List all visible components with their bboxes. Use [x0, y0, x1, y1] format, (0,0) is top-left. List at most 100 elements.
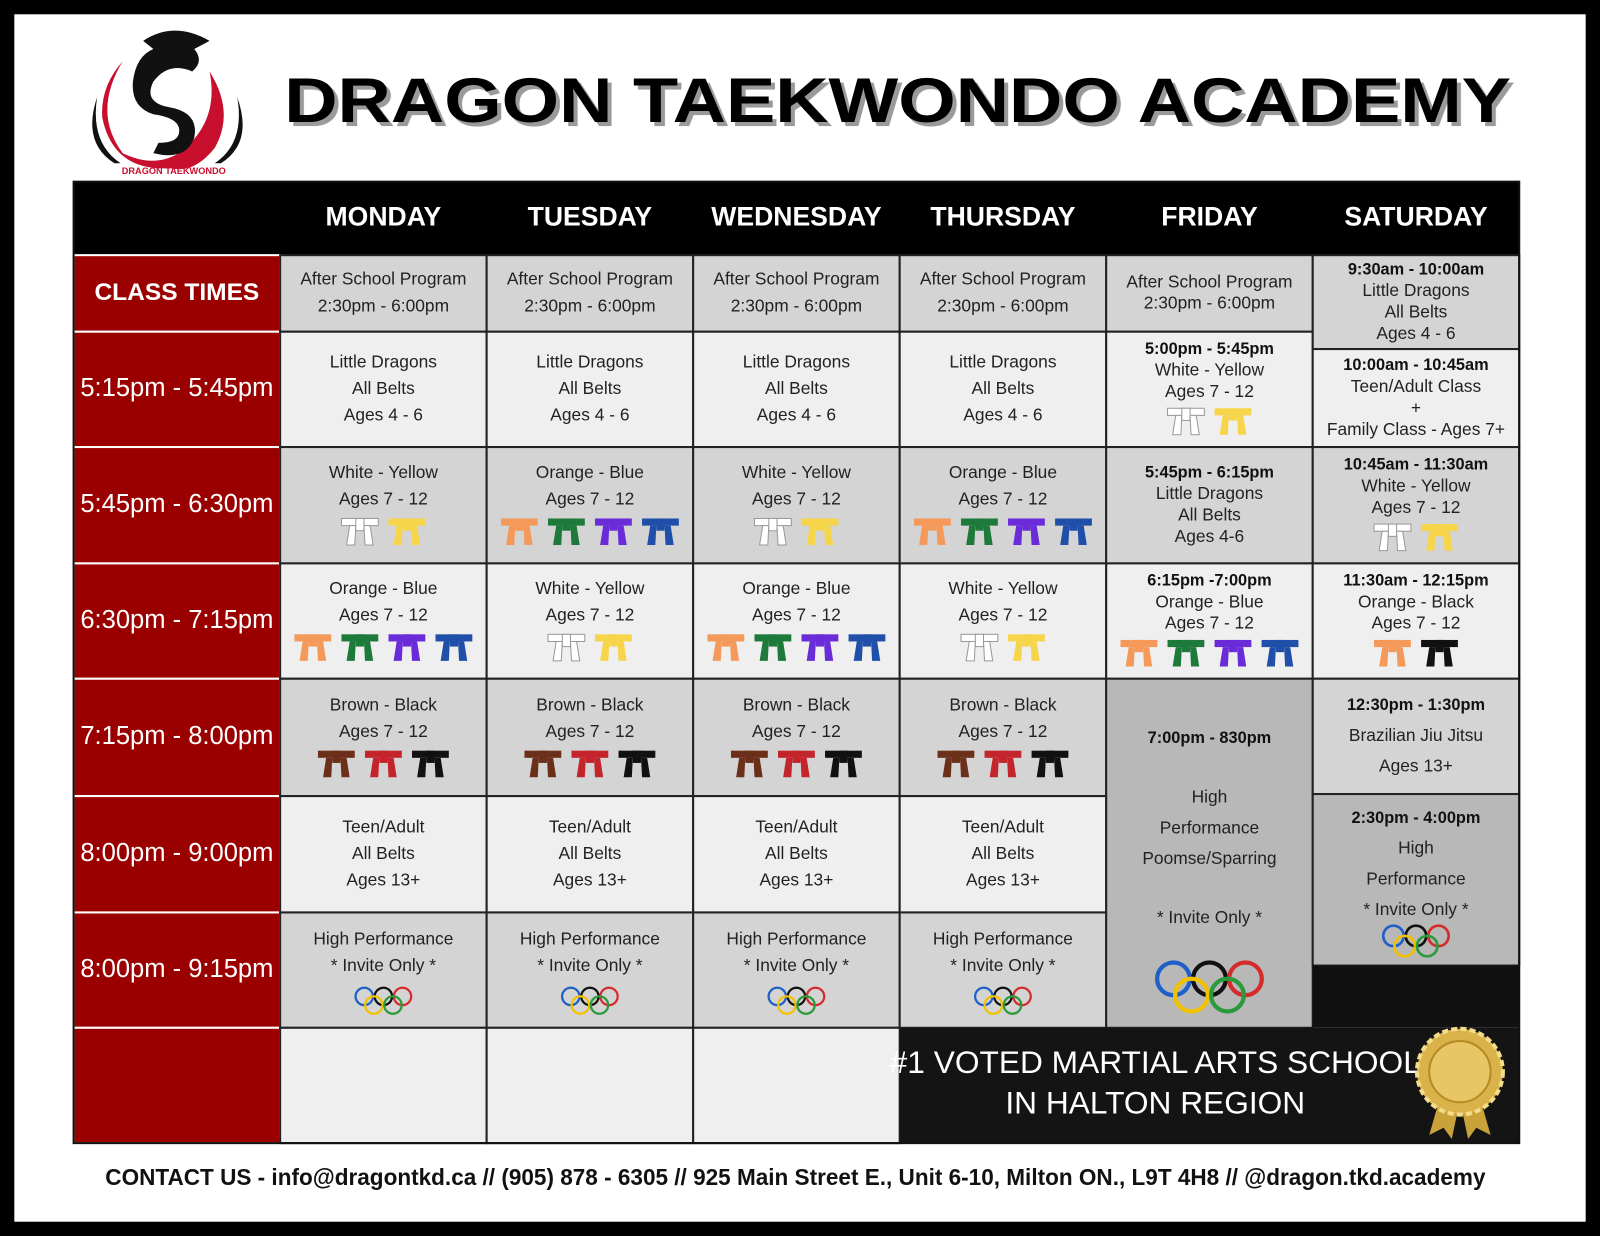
class-line: * Invite Only * [744, 955, 849, 975]
class-line: After School Program [300, 269, 466, 289]
belt-tail [1077, 525, 1087, 546]
day-label: MONDAY [326, 201, 442, 231]
class-line: Little Dragons [949, 351, 1057, 371]
belt [571, 750, 609, 778]
belt-tail [1125, 647, 1135, 667]
olympic-rings [974, 986, 1032, 1015]
time-cell [72, 1026, 282, 1145]
belt-tail [552, 640, 563, 662]
belt-tail [664, 525, 674, 546]
belt-tail [1266, 647, 1276, 667]
schedule-cell [279, 254, 488, 333]
class-line: Ages 7 - 12 [959, 489, 1048, 509]
class-line: 2:30pm - 6:00pm [318, 295, 449, 315]
class-line: All Belts [765, 843, 828, 863]
class-line: Teen/Adult [962, 816, 1044, 836]
class-line: Ages 7 - 12 [1372, 497, 1461, 517]
belt [1214, 639, 1252, 667]
class-line: After School Program [920, 269, 1086, 289]
class-line: Ages 4 - 6 [963, 405, 1042, 425]
belt [595, 634, 632, 661]
belt-knot [839, 750, 848, 763]
class-line: Ages 4 - 6 [344, 405, 423, 425]
schedule-cell [1311, 446, 1521, 565]
belt-tail [1426, 531, 1436, 551]
time-label: 8:00pm - 9:15pm [80, 955, 273, 983]
ring [1002, 995, 1023, 1015]
belt [435, 634, 473, 661]
belt [707, 634, 745, 661]
class-line: Brown - Black [330, 694, 437, 714]
schedule-cell [485, 254, 695, 333]
belt-tail [783, 757, 793, 778]
belt-tail [1036, 757, 1046, 778]
class-line: Little Dragons [1362, 280, 1470, 300]
logo-wing [92, 96, 243, 164]
belt-tail [712, 641, 722, 661]
logo-dragon [132, 30, 210, 156]
schedule-cell [692, 446, 901, 565]
time-cell [72, 562, 282, 680]
class-line: Little Dragons [330, 351, 438, 371]
ring [589, 995, 610, 1015]
class-line: Ages 13+ [966, 869, 1040, 889]
class-time: 9:30am - 10:00am [1348, 260, 1484, 278]
class-line: White - Yellow [535, 578, 645, 598]
title: DRAGON TAEKWONDO ACADEMY [284, 66, 1511, 136]
olympic-rings [767, 986, 826, 1015]
belt-knot [1181, 407, 1191, 422]
day-label: WEDNESDAY [711, 201, 882, 231]
belt-knot [951, 750, 960, 763]
belt [801, 634, 839, 661]
schedule-cell [485, 562, 695, 680]
belt-knot [1022, 634, 1031, 647]
belt-tail [623, 757, 633, 778]
class-line: Orange - Blue [742, 578, 850, 598]
class-line: Little Dragons [1156, 483, 1264, 503]
empty-cell [692, 1026, 901, 1145]
belt-knot [1069, 518, 1078, 531]
class-line: Ages 7 - 12 [752, 605, 841, 625]
class-line: Teen/Adult Class [1351, 376, 1482, 396]
ring [1208, 976, 1246, 1014]
belt-tail [641, 757, 651, 778]
belt-knot [562, 518, 571, 531]
belt-knot [332, 750, 341, 763]
belt [753, 517, 792, 546]
schedule-cell [1105, 330, 1314, 449]
belt-knot [975, 518, 984, 531]
table-border [72, 180, 1521, 1145]
belt-tail [647, 525, 657, 546]
belt-tail [736, 757, 746, 778]
class-time: 6:15pm -7:00pm [1147, 572, 1271, 590]
belt-knot [609, 518, 618, 531]
belt-tail [434, 757, 444, 778]
belt-tail [853, 641, 863, 661]
class-line: Ages 7 - 12 [752, 489, 841, 509]
belt-knot [1228, 639, 1238, 653]
belt [618, 750, 656, 778]
belt [937, 750, 975, 778]
belt [848, 634, 886, 661]
class-line: Ages 7 - 12 [1165, 613, 1254, 633]
belt-knot [768, 517, 778, 532]
class-line: All Belts [1385, 301, 1448, 321]
belt [1008, 634, 1045, 661]
class-line: Ages 7 - 12 [339, 605, 428, 625]
schedule-cell [1311, 348, 1521, 449]
belt-knot [862, 634, 872, 647]
belt-knot [928, 518, 937, 531]
belt-tail [1443, 531, 1453, 551]
belt-tail [759, 641, 769, 661]
class-line: Orange - Blue [1155, 591, 1263, 611]
belt-tail [847, 757, 857, 778]
belt-tail [410, 525, 421, 546]
belt [1421, 639, 1458, 667]
class-line: * Invite Only * [1157, 907, 1262, 927]
class-line: High [1192, 787, 1228, 807]
belt-tail [593, 757, 604, 778]
class-line: Ages 4 - 6 [1376, 323, 1455, 343]
class-line: Orange - Black [1358, 591, 1474, 611]
schedule-cell [485, 330, 695, 449]
time-cell [72, 677, 282, 798]
